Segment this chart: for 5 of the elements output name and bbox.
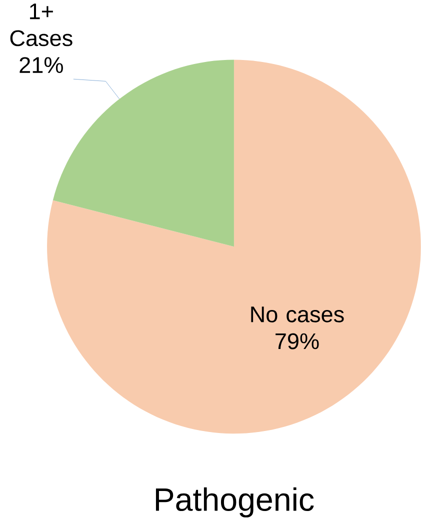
data-label: 79% — [276, 333, 319, 350]
slice-label: No cases — [251, 306, 344, 322]
slice-label: 1+ Cases — [10, 4, 72, 46]
data-label: 21% — [20, 57, 63, 73]
text: Pathogenic — [156, 487, 314, 518]
